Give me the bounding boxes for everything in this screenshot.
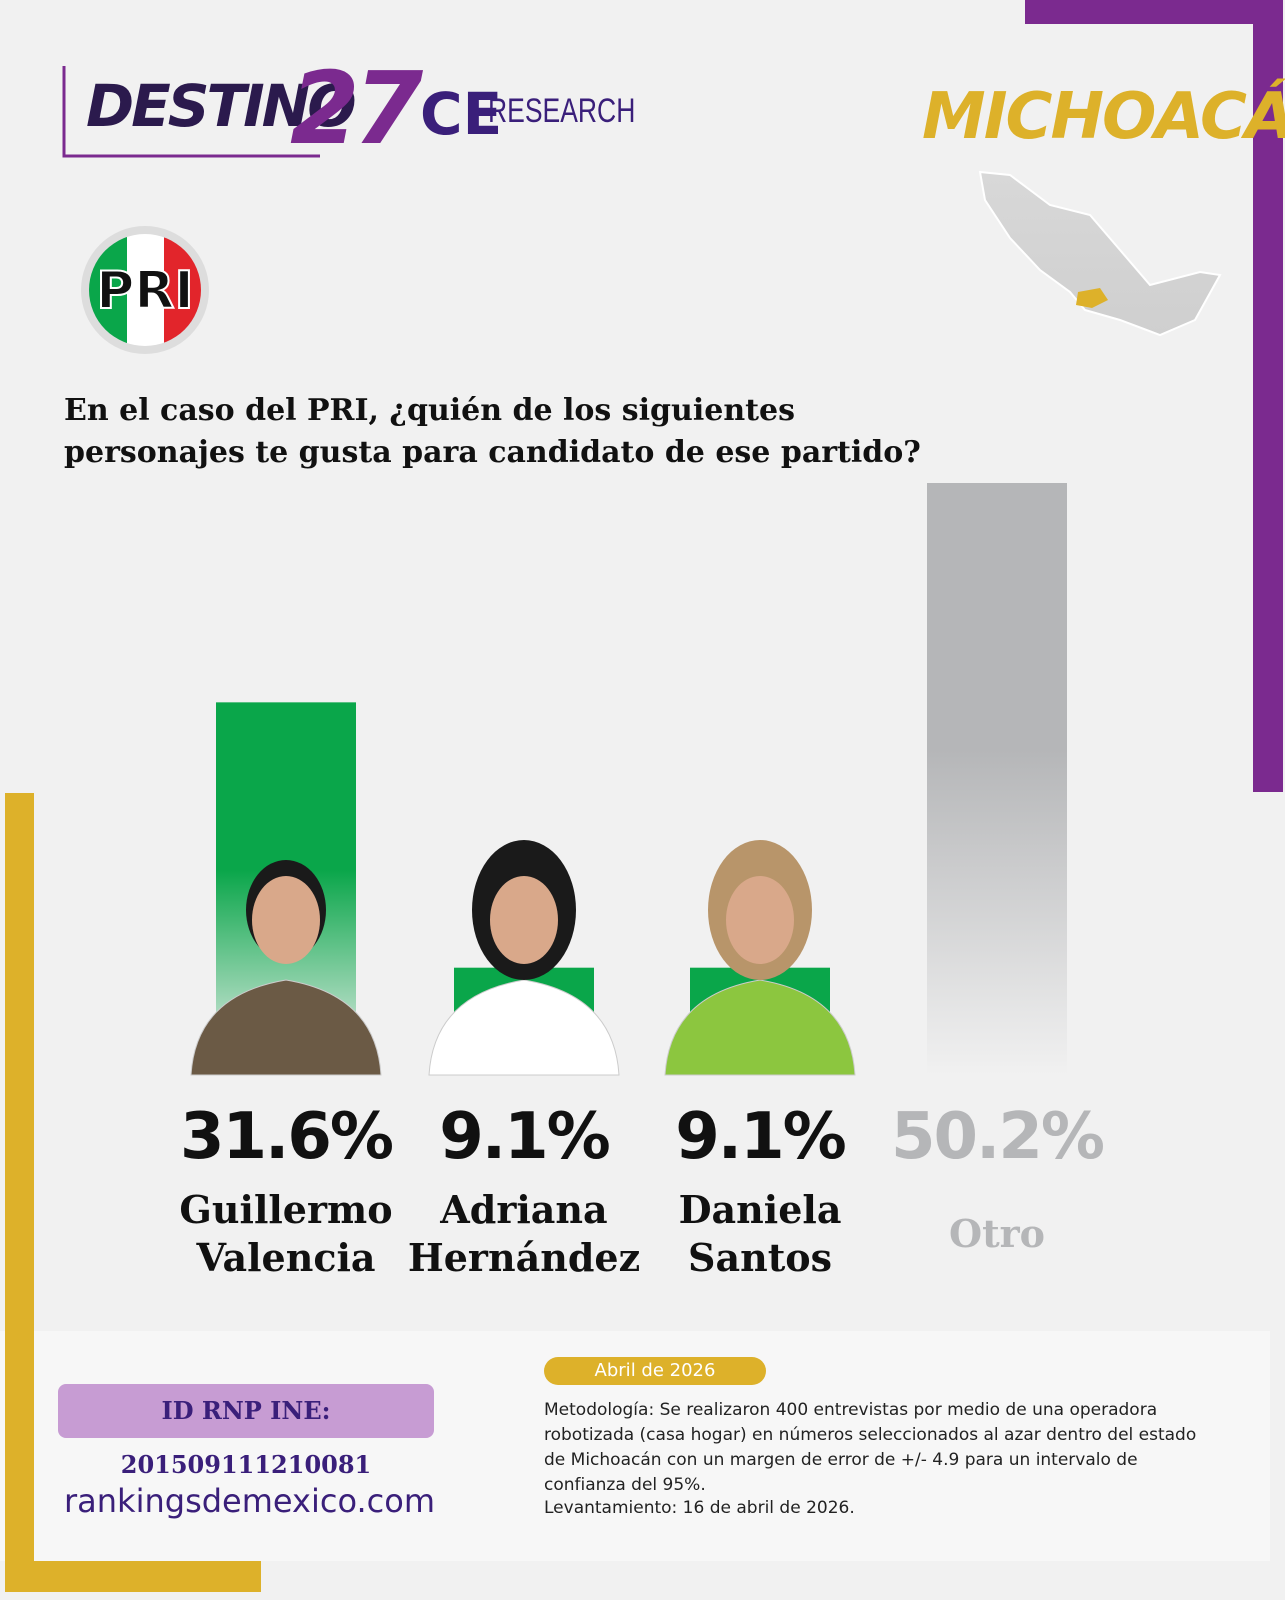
photo-body	[664, 979, 856, 1076]
fieldwork: Levantamiento: 16 de abril de 2026.	[544, 1498, 855, 1518]
bar	[927, 483, 1067, 1075]
partner-ce: CE	[420, 80, 503, 148]
state: MICHOACÁN	[922, 80, 1285, 154]
methodology: Metodología: Se realizaron 400 entrevist…	[544, 1400, 1197, 1495]
partner-research: RESEARCH	[488, 92, 636, 130]
brand: DESTINO	[86, 72, 357, 140]
purple-band	[1253, 0, 1283, 792]
photo-face	[252, 876, 320, 964]
purple-strip	[1025, 0, 1283, 24]
category-label: Adriana Hernández	[407, 1187, 641, 1280]
id-rnp: ID RNP INE: 201509111210081	[58, 1384, 434, 1479]
photo-face	[726, 876, 794, 964]
category-label: Otro	[948, 1211, 1046, 1256]
logo-text: PRI	[96, 261, 194, 321]
question: En el caso del PRI, ¿quién de los siguie…	[64, 393, 921, 470]
category-label: Guillermo Valencia	[179, 1187, 393, 1280]
brand-frame	[62, 66, 320, 158]
photo-body	[428, 979, 620, 1076]
brand-number: 27	[290, 50, 423, 167]
website: rankingsdemexico.com	[64, 1482, 435, 1520]
value-label: 50.2%	[890, 1100, 1105, 1174]
photo-face	[490, 876, 558, 964]
category-label: Daniela Santos	[678, 1187, 842, 1280]
map-mexico	[978, 170, 1222, 337]
value-label: 9.1%	[675, 1100, 847, 1174]
value-label: 9.1%	[439, 1100, 611, 1174]
value-label: 31.6%	[179, 1100, 394, 1174]
yellow-band	[5, 793, 34, 1592]
map-michoacan	[1076, 288, 1108, 308]
photo-body	[190, 979, 382, 1076]
date: Abril de 2026	[544, 1357, 766, 1385]
yellow-strip	[5, 1561, 261, 1592]
